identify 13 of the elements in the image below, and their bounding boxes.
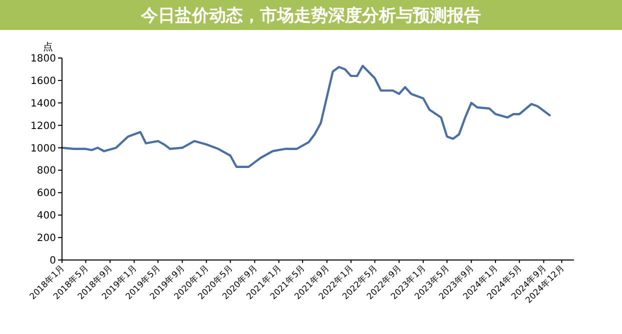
y-tick-label: 1600: [30, 76, 56, 87]
y-tick-label: 1200: [30, 120, 56, 132]
y-tick-label: 1400: [30, 98, 56, 110]
y-tick-label: 0: [50, 256, 56, 266]
y-tick-label: 800: [36, 166, 56, 177]
y-tick-label: 1800: [30, 54, 56, 64]
line-series: [60, 64, 551, 168]
y-tick-label: 600: [36, 188, 56, 200]
y-tick-label: 400: [36, 210, 56, 222]
chart-title: 今日盐价动态，市场走势深度分析与预测报告: [140, 6, 481, 26]
y-tick-label: 200: [36, 233, 56, 244]
y-tick-label: 1000: [30, 143, 56, 154]
y-axis-title: 点: [43, 41, 53, 53]
